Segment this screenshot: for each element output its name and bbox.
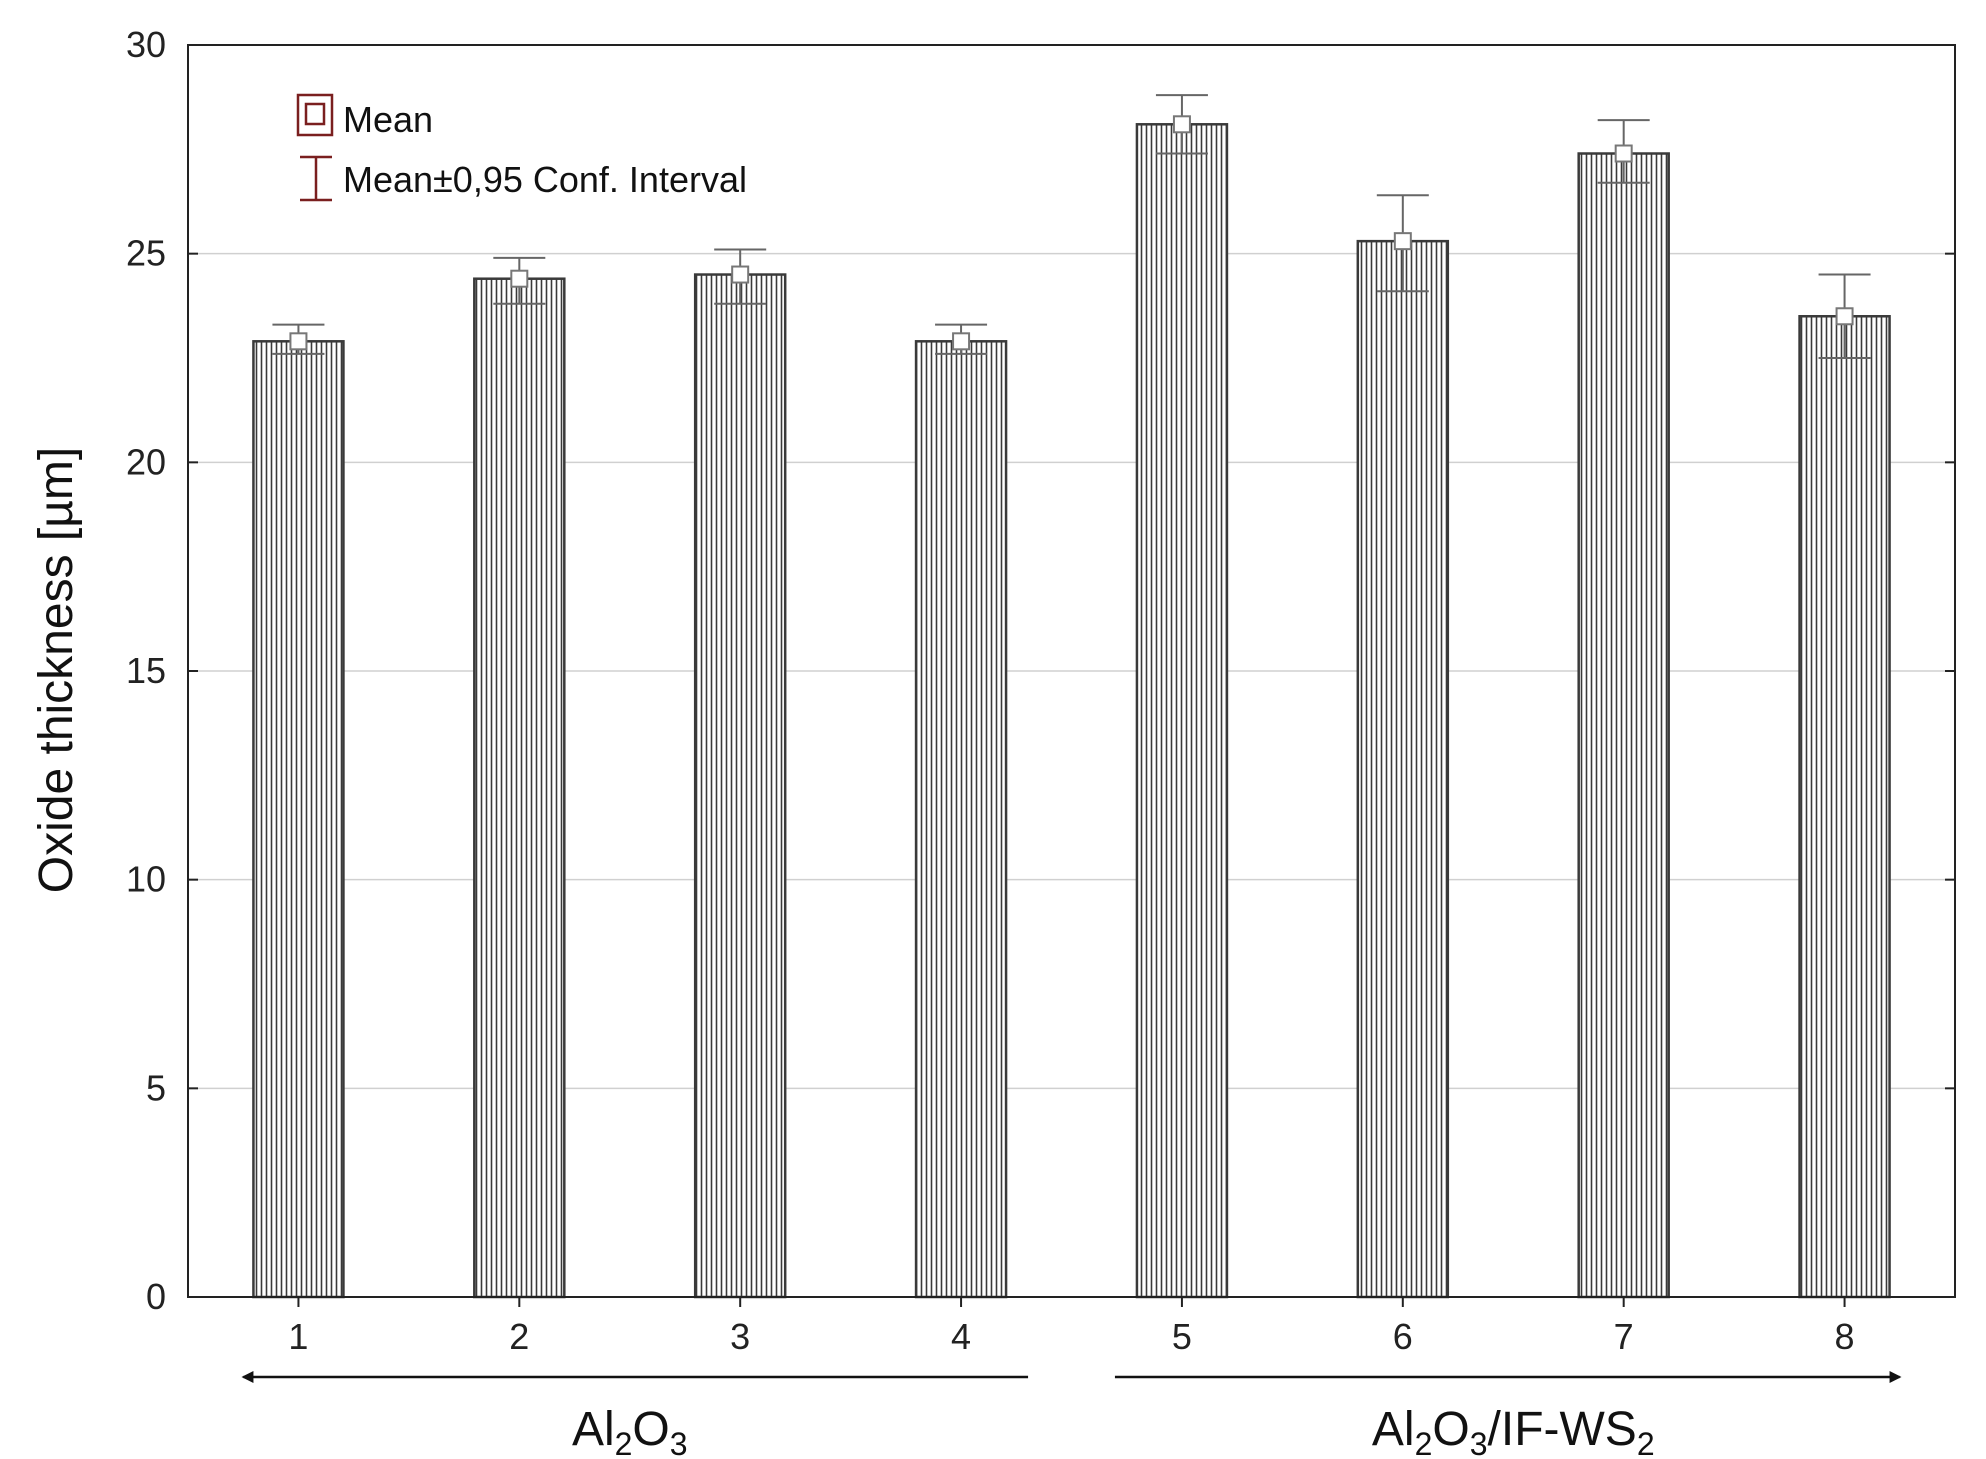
mean-marker xyxy=(952,332,971,351)
y-tick-label: 15 xyxy=(126,650,166,691)
mean-marker xyxy=(1614,144,1633,163)
x-tick-label: 5 xyxy=(1172,1316,1192,1357)
group-label: Al2O3/IF-WS2 xyxy=(1372,1403,1655,1459)
y-tick-label: 25 xyxy=(126,233,166,274)
legend-ci-marker-icon xyxy=(300,155,332,202)
bar xyxy=(1798,315,1891,1299)
grid-lines xyxy=(188,252,1955,1090)
bar xyxy=(914,340,1008,1299)
x-axis: 1 2 3 4 5 6 7 8 xyxy=(288,1297,1855,1357)
sample-groups: Al2O3 Al2O3/IF-WS2 xyxy=(241,1371,1902,1459)
error-bars xyxy=(272,94,1871,359)
x-tick-label: 3 xyxy=(730,1316,750,1357)
y-tick-label: 5 xyxy=(146,1067,166,1108)
mean-marker xyxy=(510,269,529,288)
mean-marker xyxy=(1393,232,1412,251)
mean-marker xyxy=(289,332,308,351)
y-tick-label: 0 xyxy=(146,1276,166,1317)
bar xyxy=(473,277,566,1299)
y-tick-label: 20 xyxy=(126,441,166,482)
x-tick-label: 2 xyxy=(509,1316,529,1357)
bar xyxy=(1356,239,1450,1299)
group-label: Al2O3 xyxy=(572,1403,688,1459)
bar xyxy=(693,273,787,1299)
legend-ci-label: Mean±0,95 Conf. Interval xyxy=(343,159,747,200)
y-axis-label: Oxide thickness [µm] xyxy=(30,447,83,893)
x-tick-label: 4 xyxy=(951,1316,971,1357)
y-tick-label: 10 xyxy=(126,859,166,900)
y-axis: 0 5 10 15 20 25 30 xyxy=(126,24,1955,1317)
legend-mean-marker-icon xyxy=(296,93,334,137)
x-tick-label: 7 xyxy=(1614,1316,1634,1357)
bars xyxy=(252,123,1891,1299)
x-tick-label: 6 xyxy=(1393,1316,1413,1357)
x-tick-label: 1 xyxy=(288,1316,308,1357)
legend-mean-label: Mean xyxy=(343,99,433,140)
mean-marker xyxy=(1835,307,1854,326)
y-tick-label: 30 xyxy=(126,24,166,65)
mean-marker xyxy=(1172,115,1191,134)
x-tick-label: 8 xyxy=(1835,1316,1855,1357)
bar xyxy=(252,340,345,1299)
legend: Mean Mean±0,95 Conf. Interval xyxy=(296,93,747,202)
bar xyxy=(1135,123,1229,1299)
mean-marker xyxy=(731,265,750,284)
bar xyxy=(1577,152,1670,1299)
